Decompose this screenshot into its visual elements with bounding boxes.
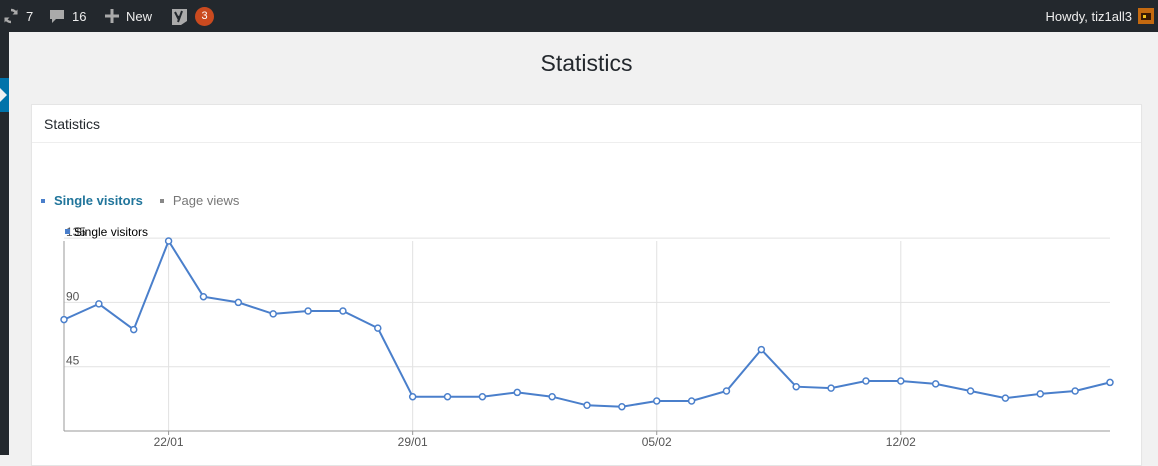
data-point	[827, 384, 835, 392]
comment-icon	[50, 10, 64, 23]
legend-label: Single visitors	[74, 225, 148, 239]
data-point	[513, 388, 522, 397]
updates-menu[interactable]: 7	[2, 0, 33, 32]
x-tick-label: 22/01	[154, 435, 184, 449]
data-point	[931, 380, 940, 388]
x-tick-label: 29/01	[398, 435, 428, 449]
data-point	[1001, 394, 1010, 402]
data-point	[652, 397, 661, 405]
data-point	[618, 402, 626, 411]
new-label: New	[126, 8, 153, 24]
data-point	[408, 392, 417, 401]
data-point	[897, 377, 905, 385]
data-point	[1106, 378, 1114, 387]
my-account-menu[interactable]: Howdy, tiz1all3	[1046, 0, 1154, 32]
legend-swatch	[65, 229, 70, 234]
line-chart: 45 90 135 22/01 29/01 05/02 12/02 Single visito…	[60, 225, 1114, 449]
y-tick-label: 45	[66, 354, 80, 368]
data-point	[1071, 387, 1079, 395]
y-tick-label: 135	[66, 225, 86, 239]
chart-tabs: Single visitors Page views	[41, 193, 256, 208]
admin-bar: 7 16 New 3 Howdy, tiz1all3	[0, 0, 1158, 32]
tab-single-visitors[interactable]: Single visitors	[41, 193, 143, 208]
new-content-menu[interactable]: New	[104, 0, 152, 32]
tab-bullet	[159, 198, 164, 203]
data-point	[966, 387, 975, 395]
tab-label: Single visitors	[54, 193, 143, 208]
avatar	[1138, 8, 1154, 24]
data-point	[478, 392, 487, 401]
data-point	[269, 310, 277, 318]
data-point	[374, 324, 382, 332]
statistics-panel: Statistics Single visitors Page views 45…	[31, 104, 1142, 466]
updates-count: 7	[26, 8, 34, 24]
data-point	[722, 387, 731, 395]
tab-bullet	[41, 198, 45, 203]
data-point	[95, 300, 103, 308]
panel-header: Statistics	[32, 105, 1141, 143]
page-title: Statistics	[540, 50, 633, 76]
yoast-seo-icon	[172, 9, 187, 25]
data-point	[687, 397, 696, 405]
data-point	[339, 307, 347, 315]
data-point	[304, 307, 312, 315]
howdy-text: Howdy, tiz1all3	[1045, 8, 1132, 24]
series-line-single-visitors	[63, 238, 1111, 408]
x-tick-label: 05/02	[642, 435, 672, 449]
y-tick-label: 90	[66, 289, 80, 303]
data-point	[757, 345, 766, 354]
data-point	[199, 292, 208, 301]
x-tick-label: 12/02	[886, 435, 916, 449]
comments-menu[interactable]: 16	[48, 0, 86, 32]
seo-menu[interactable]: 3	[170, 0, 214, 32]
data-point	[792, 382, 800, 391]
data-point	[164, 237, 173, 245]
admin-sidebar	[0, 32, 9, 455]
comments-count: 16	[72, 8, 87, 24]
data-point	[548, 392, 556, 401]
data-point	[60, 315, 68, 324]
data-point	[862, 377, 870, 385]
seo-notification-badge: 3	[195, 6, 214, 26]
data-point	[443, 392, 452, 401]
data-point	[583, 401, 591, 410]
data-point	[129, 325, 138, 334]
plus-icon	[105, 9, 119, 23]
panel-title: Statistics	[44, 115, 101, 132]
updates-icon	[4, 8, 18, 24]
sidebar-current-arrow	[0, 88, 7, 102]
tab-label: Page views	[172, 193, 240, 208]
data-point	[234, 298, 243, 307]
data-point	[1036, 390, 1045, 398]
tab-page-views[interactable]: Page views	[159, 193, 240, 208]
